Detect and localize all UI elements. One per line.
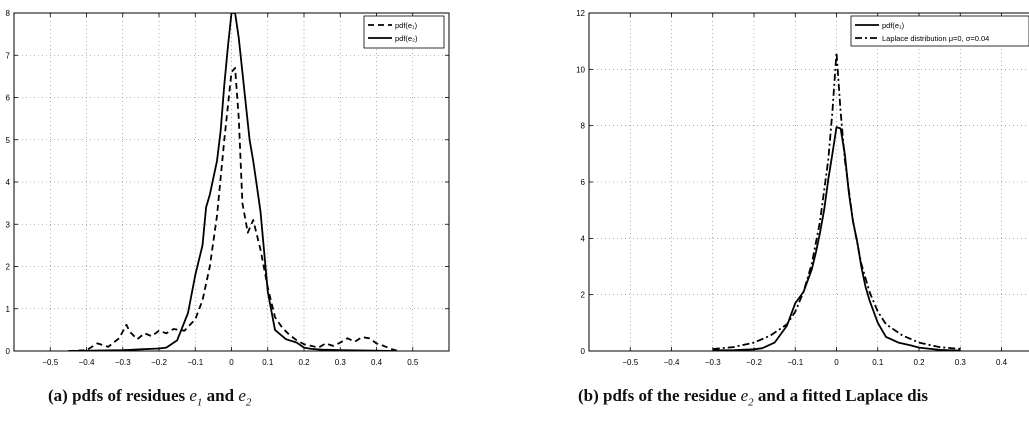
legend-label-2: pdf(e₂) [395, 34, 418, 43]
x-tick-label: −0.5 [622, 358, 638, 367]
y-tick-label: 7 [6, 51, 11, 60]
x-tick-label: 0.3 [955, 358, 967, 367]
series-line-2 [712, 51, 961, 350]
y-tick-label: 2 [6, 263, 11, 272]
x-tick-label: −0.4 [79, 358, 95, 367]
x-tick-label: 0.3 [335, 358, 347, 367]
grid [589, 13, 1029, 351]
caption-b: (b) pdfs of the residue e2 and a fitted … [578, 386, 928, 408]
x-tick-label: 0.4 [371, 358, 383, 367]
caption-b-clip: (b) pdfs of the residue e2 and a fitted … [578, 380, 1029, 420]
x-tick-label: 0.2 [913, 358, 925, 367]
x-tick-label: 0 [834, 358, 839, 367]
x-tick-label: −0.3 [115, 358, 131, 367]
x-tick-label: −0.1 [787, 358, 803, 367]
caption-b-prefix: (b) pdfs of the residue [578, 386, 737, 405]
series-group [712, 51, 961, 351]
x-tick-label: −0.5 [42, 358, 58, 367]
series-line-2 [68, 13, 395, 351]
caption-a-e1: e1 [189, 386, 203, 409]
y-tick-label: 10 [576, 65, 585, 74]
x-tick-label: −0.3 [705, 358, 721, 367]
y-tick-label: 2 [581, 291, 586, 300]
y-tick-label: 6 [6, 94, 11, 103]
plot-frame [588, 12, 1029, 352]
grid [14, 13, 449, 351]
y-tick-label: 0 [6, 347, 11, 356]
x-tick-label: 0.1 [262, 358, 274, 367]
x-tick-label: 0 [229, 358, 234, 367]
series-line-1 [712, 126, 961, 351]
caption-a-prefix: (a) pdfs of residues [48, 386, 186, 405]
x-tick-label: −0.1 [187, 358, 203, 367]
y-tick-label: 0 [581, 347, 586, 356]
x-tick-label: −0.2 [151, 358, 167, 367]
caption-a: (a) pdfs of residues e1 and e2 [48, 386, 251, 408]
x-tick-label: 0.1 [872, 358, 884, 367]
caption-b-suffix: and a fitted Laplace dis [757, 386, 928, 405]
y-tick-label: 4 [6, 178, 11, 187]
x-tick-label: −0.2 [746, 358, 762, 367]
legend: pdf(e₁) Laplace distribution μ=0, σ=0.04 [850, 15, 1029, 47]
x-tick-label: 0.2 [298, 358, 310, 367]
series-group [68, 13, 399, 351]
legend-label-2: Laplace distribution μ=0, σ=0.04 [882, 34, 989, 43]
caption-a-and: and [206, 386, 235, 405]
y-tick-label: 1 [6, 305, 11, 314]
legend-box [363, 15, 445, 49]
plot-frame [13, 12, 450, 352]
caption-a-e2: e2 [238, 386, 252, 409]
y-tick-label: 6 [581, 178, 586, 187]
y-tick-label: 8 [581, 122, 586, 131]
axes: −0.5−0.4−0.3−0.2−0.100.10.20.30.40.50246… [576, 9, 1008, 367]
legend: pdf(e₁) pdf(e₂) [363, 15, 445, 49]
legend-box [850, 15, 1029, 47]
chart-b: −0.5−0.4−0.3−0.2−0.100.10.20.30.40.50246… [576, 9, 1029, 367]
caption-b-e2: e2 [740, 386, 754, 409]
x-tick-label: −0.4 [664, 358, 680, 367]
x-tick-label: 0.4 [996, 358, 1008, 367]
y-tick-label: 8 [6, 9, 11, 18]
y-tick-label: 12 [576, 9, 585, 18]
legend-label-1: pdf(e₁) [395, 21, 418, 30]
y-tick-label: 4 [581, 234, 586, 243]
series-line-1 [68, 67, 399, 351]
chart-a: −0.5 −0.4 −0.3 −0.2 −0.1 0 0.1 0.2 0.3 0.4 0.5 0 1 2 3… [6, 9, 450, 367]
legend-label-1: pdf(e₁) [882, 21, 905, 30]
y-tick-label: 3 [6, 220, 11, 229]
x-tick-label: 0.5 [407, 358, 419, 367]
y-tick-label: 5 [6, 136, 11, 145]
